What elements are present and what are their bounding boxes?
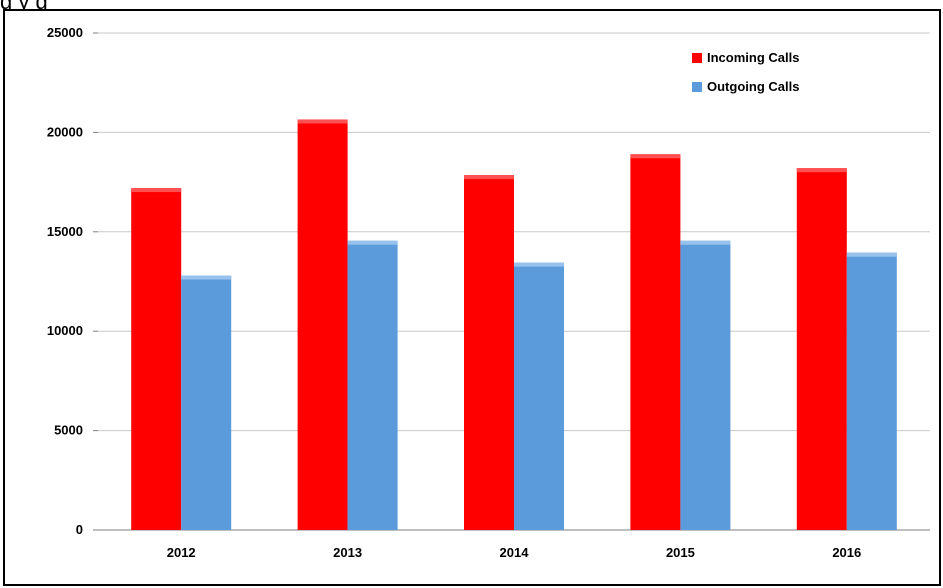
bar-outgoing-2014 [514,262,564,530]
x-tick-label: 2013 [333,545,362,560]
bar-top-highlight [846,252,897,257]
bar-top-highlight [181,275,232,280]
y-tick-label: 10000 [47,323,83,338]
y-tick-label: 5000 [54,423,83,438]
bar-top-highlight [680,240,731,245]
x-tick-label: 2016 [832,545,861,560]
legend-swatch-outgoing [692,82,702,92]
legend-label-incoming: Incoming Calls [707,50,799,65]
y-tick-label: 25000 [47,25,83,40]
bar-incoming-2016 [796,168,847,530]
bar-top-highlight [464,175,514,180]
bar-outgoing-2016 [846,252,897,530]
bar-incoming-2013 [297,119,348,530]
bar-outgoing-2012 [181,275,232,530]
chart-frame: 0 5000 10000 15000 20000 25000 2012 2013 2014 20… [3,9,941,586]
y-tick-label: 15000 [47,224,83,239]
bar-top-highlight [131,188,182,193]
bar-top-highlight [630,154,681,159]
bar-outgoing-2013 [347,240,398,530]
legend-label-outgoing: Outgoing Calls [707,79,799,94]
legend-swatch-incoming [692,53,702,63]
bar-incoming-2015 [630,154,681,530]
y-tick-label: 20000 [47,124,83,139]
bar-incoming-2012 [131,188,182,530]
x-tick-label: 2015 [666,545,695,560]
bar-top-highlight [514,262,564,267]
bar-outgoing-2015 [680,240,731,530]
x-tick-label: 2012 [167,545,196,560]
bar-top-highlight [297,119,348,124]
x-axis-tick-labels: 2012 2013 2014 2015 2016 [167,545,862,560]
x-tick-label: 2014 [500,545,530,560]
bars [131,119,897,530]
bar-incoming-2014 [464,175,514,530]
bar-top-highlight [347,240,398,245]
y-axis-tick-labels: 0 5000 10000 15000 20000 25000 [47,25,83,537]
legend: Incoming Calls Outgoing Calls [692,50,799,94]
clipped-figure-caption: g y g [0,0,943,9]
y-tick-label: 0 [76,522,83,537]
bar-top-highlight [796,168,847,173]
